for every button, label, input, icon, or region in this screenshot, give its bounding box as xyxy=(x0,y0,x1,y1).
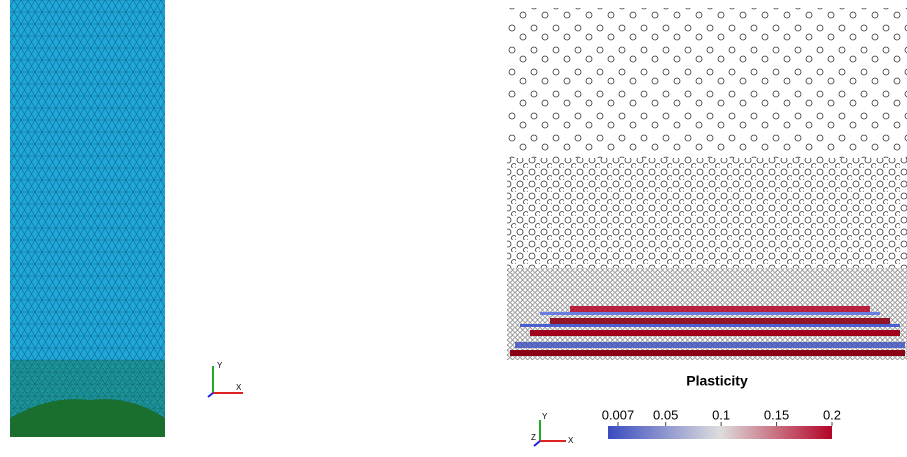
particle-view xyxy=(507,8,907,360)
colorbar-tick-label: 0.007 xyxy=(602,407,635,422)
axis-label: Y xyxy=(542,412,548,421)
mesh-view xyxy=(10,0,165,437)
colorbar-tick-label: 0.05 xyxy=(653,407,678,422)
colorbar-tick-label: 0.15 xyxy=(764,407,789,422)
axis-label: Z xyxy=(531,433,536,442)
screenshot: Y X Plasticity Y Z X 0.007 0.05 0.1 0.15 0.2 xyxy=(0,0,907,457)
colorbar-tick-label: 0.1 xyxy=(712,407,730,422)
colorbar xyxy=(608,426,832,439)
colorbar-title: Plasticity xyxy=(686,373,748,389)
axis-label: X xyxy=(236,383,242,392)
axes-triad: Y X xyxy=(208,361,243,397)
particles xyxy=(507,158,907,268)
z-axis xyxy=(208,393,213,397)
axes-triad: Y Z X xyxy=(531,412,574,446)
colorbar-tick-label: 0.2 xyxy=(823,407,841,422)
axis-label: X xyxy=(568,436,574,445)
axis-label: Y xyxy=(217,361,223,370)
particles xyxy=(507,8,907,158)
